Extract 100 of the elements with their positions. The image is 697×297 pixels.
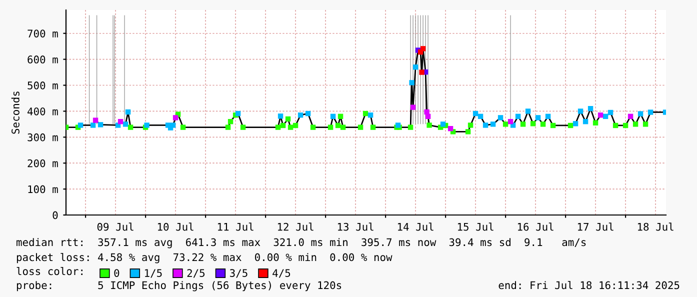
- point: [535, 115, 541, 120]
- point: [370, 124, 376, 130]
- point: [408, 124, 414, 130]
- point: [410, 104, 416, 110]
- x-tick-label: 12 Jul: [278, 222, 314, 231]
- text: median rtt: 357.1 ms avg 641.3 ms max 321.0 ms min 395.7 ms now 39.4 ms sd 9.1 am/s: [16, 238, 586, 248]
- point: [482, 122, 488, 128]
- point: [612, 122, 618, 128]
- point: [632, 122, 638, 127]
- point: [578, 108, 584, 114]
- point: [98, 122, 104, 128]
- point: [465, 129, 471, 134]
- point: [472, 110, 478, 116]
- point: [292, 122, 298, 128]
- point: [122, 122, 128, 127]
- x-tick-label: 13 Jul: [338, 222, 374, 231]
- point: [582, 118, 588, 124]
- point: [515, 114, 521, 119]
- point: [288, 124, 294, 130]
- y-tick-label: 700 m: [28, 30, 58, 38]
- point: [275, 124, 281, 130]
- point: [298, 112, 304, 118]
- legend-label: 0: [114, 269, 120, 277]
- point: [172, 115, 178, 120]
- y-tick-label: 600 m: [28, 56, 58, 64]
- x-tick-label: 14 Jul: [398, 222, 434, 231]
- point: [368, 112, 374, 118]
- point: [598, 112, 604, 118]
- legend-label: 2/5: [187, 269, 205, 278]
- point: [280, 122, 286, 128]
- point: [502, 122, 508, 127]
- point: [419, 70, 424, 75]
- point: [628, 114, 634, 119]
- point: [622, 122, 628, 128]
- point: [648, 110, 654, 115]
- point: [328, 124, 334, 130]
- point: [425, 114, 431, 119]
- point: [440, 122, 446, 127]
- text: packet loss: 4.58 % avg 73.22 % max 0.00 % min 0.00 % now: [16, 253, 392, 264]
- point: [340, 124, 346, 130]
- point: [338, 114, 344, 119]
- legend-label: 3/5: [230, 269, 248, 278]
- point: [228, 118, 234, 124]
- y-axis-title: Seconds: [11, 92, 20, 134]
- x-tick-label: 10 Jul: [158, 222, 194, 231]
- point: [362, 110, 368, 116]
- y-tick-label: 300 m: [28, 133, 58, 142]
- legend-label: 1/5: [145, 269, 162, 278]
- point: [409, 80, 414, 86]
- point: [638, 111, 644, 116]
- point: [305, 110, 311, 116]
- point: [602, 114, 608, 119]
- point: [520, 122, 526, 127]
- legend-title: loss color:: [16, 267, 82, 276]
- point: [128, 124, 134, 130]
- point: [412, 64, 418, 70]
- point: [225, 124, 231, 130]
- point: [540, 122, 546, 127]
- point: [530, 121, 536, 126]
- point: [358, 124, 364, 130]
- point: [568, 122, 574, 128]
- x-tick-label: 17 Jul: [578, 222, 614, 231]
- point: [330, 114, 336, 119]
- point: [125, 109, 131, 115]
- legend-label: 4/5: [272, 269, 290, 278]
- point: [92, 118, 98, 123]
- point: [240, 124, 246, 130]
- y-tick-label: 500 m: [28, 82, 58, 90]
- point: [592, 120, 598, 126]
- point: [478, 114, 484, 119]
- point: [78, 122, 84, 128]
- y-tick-label: 400 m: [28, 107, 58, 116]
- x-tick-label: 11 Jul: [218, 222, 254, 231]
- point: [448, 126, 454, 132]
- point: [468, 122, 474, 128]
- point: [588, 106, 594, 112]
- x-tick-label: 15 Jul: [458, 222, 494, 231]
- point: [335, 122, 341, 128]
- y-tick-label: 200 m: [28, 159, 58, 168]
- point: [642, 122, 648, 127]
- point: [498, 115, 504, 120]
- point: [118, 118, 124, 124]
- point: [545, 114, 551, 119]
- point: [90, 122, 96, 128]
- text: end: Fri Jul 18 16:11:34 2025: [498, 281, 680, 290]
- x-tick-label: 09 Jul: [97, 222, 134, 231]
- y-tick-label: 0: [52, 211, 58, 220]
- point: [235, 110, 241, 116]
- point: [490, 122, 496, 127]
- y-tick-label: 100 m: [28, 185, 58, 194]
- point: [508, 118, 514, 124]
- point: [420, 46, 426, 52]
- point: [608, 110, 614, 116]
- x-tick-label: 18 Jul: [638, 222, 674, 231]
- point: [572, 121, 578, 126]
- point: [550, 122, 556, 128]
- point: [180, 124, 186, 130]
- point: [424, 109, 430, 115]
- text: probe: 5 ICMP Echo Pings (56 Bytes) every 120s: [16, 281, 342, 292]
- point: [525, 108, 531, 114]
